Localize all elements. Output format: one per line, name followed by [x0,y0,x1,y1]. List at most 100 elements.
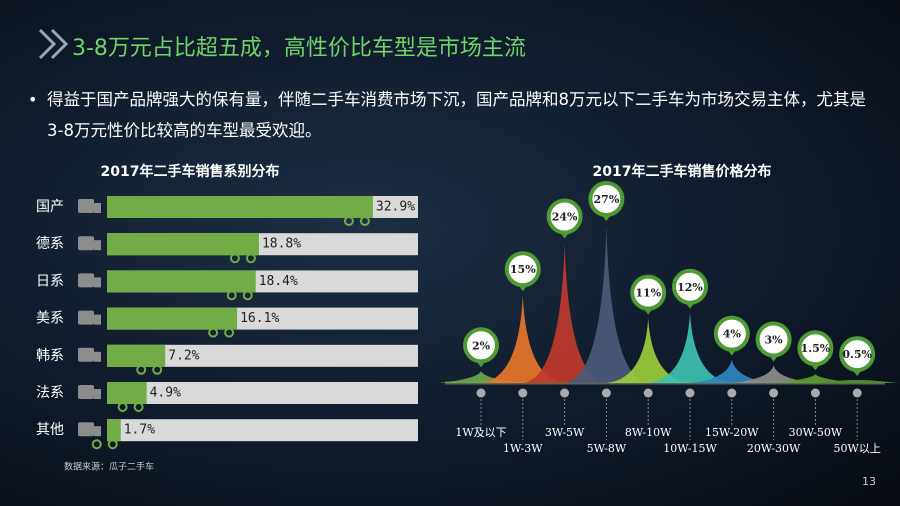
truck-icon [94,351,101,362]
value-label: 2% [472,339,491,352]
truck-icon [78,199,94,213]
wheel [208,327,219,338]
value-label: 7.2% [168,348,199,363]
truck-icon [94,240,101,251]
peak [689,359,774,383]
tick-dot [643,388,653,398]
value-label: 27% [594,193,620,206]
peak [648,312,732,383]
value-label: 3% [765,333,784,346]
x-tick-label: 1W-3W [503,442,543,455]
bar-track [107,344,418,367]
pin [797,330,834,367]
category-label: 法系 [36,385,64,401]
value-label: 18.8% [262,237,301,252]
value-label: 4.9% [150,386,181,401]
bar [107,307,238,330]
wheel [91,439,102,450]
peak [522,242,607,383]
category-label: 其他 [36,422,64,438]
wheel [242,290,253,301]
peak [731,365,816,383]
pin [504,251,541,288]
peak [564,225,649,383]
value-label: 1.5% [801,342,831,355]
truck-icon [78,273,94,288]
pin [588,181,625,217]
tick-dot [685,388,695,398]
slide-title: 3-8万元占比超五成，高性价比车型是市场主流 [72,36,526,61]
truck-icon [94,277,101,288]
x-tick-label: 8W-10W [625,426,672,439]
chevron-icon [38,28,69,60]
bullet-text: 得益于国产品牌强大的保有量，伴随二手车消费市场下沉，国产品牌和8万元以下二手车为… [47,90,866,140]
x-tick-label: 3W-5W [545,426,585,439]
tick-dot [518,388,528,398]
tick-dot [560,388,570,398]
truck-icon [94,426,101,437]
pin [546,198,583,235]
category-label: 国产 [36,199,64,215]
pin [713,315,750,352]
bar-track [107,419,418,442]
value-label: 18.4% [259,274,298,289]
bar [107,382,147,404]
value-label: 4% [723,328,742,341]
x-tick-label: 10W-15W [663,442,717,455]
value-label: 15% [510,263,536,276]
wheel [152,364,163,375]
wheel [133,402,144,412]
category-label: 德系 [36,236,64,252]
pin [839,336,876,373]
wheel [224,327,235,338]
category-label: 美系 [36,311,64,327]
bar [107,270,256,293]
tick-dot [727,388,737,398]
tick-dot [769,388,779,398]
truck-icon [94,203,101,213]
peak [773,374,858,383]
tick-dot [810,388,820,398]
value-label: 1.7% [124,423,155,438]
bar [107,196,373,218]
truck-icon [78,310,94,325]
x-tick-label: 20W-30W [747,442,801,455]
chart-title: 2017年二手车销售价格分布 [593,163,772,180]
pin [630,274,667,311]
wheel [117,402,128,412]
pin [672,268,708,305]
x-tick-label: 15W-20W [705,426,759,439]
truck-icon [78,385,94,399]
x-tick-label: 50W以上 [834,442,881,455]
bar [107,344,166,367]
tick-dot [601,388,611,398]
x-tick-label: 1W及以下 [455,426,506,439]
tick-dot [476,388,486,398]
bar [107,419,121,442]
wheel [136,364,147,375]
value-label: 32.9% [376,200,415,215]
truck-icon [78,347,94,362]
truck-icon [94,389,101,399]
pin [755,321,792,358]
wheel [107,439,118,450]
wheel [229,253,240,264]
peak [480,295,565,383]
category-label: 韩系 [36,348,64,364]
truck-icon [94,314,101,325]
truck-icon [78,236,94,251]
peak [606,318,691,383]
pin [463,327,499,364]
wheel [226,290,237,301]
category-label: 日系 [36,273,64,289]
value-label: 0.5% [842,348,872,361]
x-tick-label: 30W-50W [789,426,843,439]
value-label: 16.1% [240,311,279,326]
bar-track [107,382,418,404]
bar [107,233,259,256]
bullet-dot: • [28,90,38,109]
tick-dot [852,388,862,398]
page-number: 13 [862,475,876,488]
